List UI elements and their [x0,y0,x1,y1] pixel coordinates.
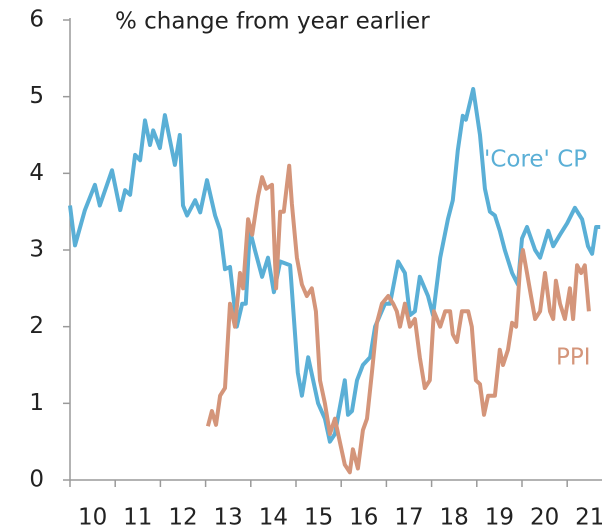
y-tick-label: 3 [29,237,44,263]
chart-title: % change from year earlier [115,9,430,35]
x-tick-label: 12 [168,505,197,531]
series-label: PPI [556,345,591,371]
x-tick-label: 15 [304,505,333,531]
y-tick-label: 0 [29,467,44,493]
x-tick-label: 20 [530,505,559,531]
y-tick-label: 1 [29,390,44,416]
series-line [68,87,601,444]
x-tick-label: 17 [394,505,423,531]
y-tick-label: 4 [29,160,44,186]
x-tick-label: 16 [349,505,378,531]
series-label: 'Core' CP [484,147,587,173]
x-tick-label: 11 [123,505,152,531]
x-tick-label: 14 [259,505,288,531]
y-tick-label: 6 [29,7,44,33]
x-tick-label: 19 [485,505,514,531]
x-tick-label: 10 [78,505,107,531]
x-tick-label: 18 [440,505,469,531]
series-line [205,163,591,475]
y-tick-label: 5 [29,83,44,109]
y-tick-label: 2 [29,313,44,339]
x-tick-label: 13 [214,505,243,531]
x-tick-label: 21 [575,505,602,531]
